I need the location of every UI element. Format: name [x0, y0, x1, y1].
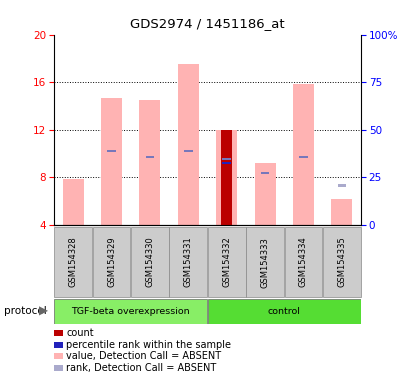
- Bar: [63, 179, 84, 225]
- FancyBboxPatch shape: [169, 227, 207, 297]
- Text: GSM154332: GSM154332: [222, 237, 231, 288]
- Bar: [338, 184, 346, 187]
- FancyBboxPatch shape: [93, 227, 130, 297]
- Bar: [101, 98, 122, 225]
- Bar: [178, 64, 199, 225]
- FancyBboxPatch shape: [285, 227, 322, 297]
- Bar: [184, 150, 193, 152]
- Text: GSM154328: GSM154328: [68, 237, 78, 288]
- Text: GSM154333: GSM154333: [261, 237, 270, 288]
- Text: protocol: protocol: [4, 306, 47, 316]
- Text: GSM154331: GSM154331: [184, 237, 193, 288]
- Text: GSM154329: GSM154329: [107, 237, 116, 287]
- Text: GDS2974 / 1451186_at: GDS2974 / 1451186_at: [130, 17, 285, 30]
- Text: ▶: ▶: [39, 305, 48, 318]
- Bar: [107, 150, 116, 152]
- FancyBboxPatch shape: [54, 299, 207, 324]
- Bar: [139, 100, 161, 225]
- Text: rank, Detection Call = ABSENT: rank, Detection Call = ABSENT: [66, 363, 217, 373]
- FancyBboxPatch shape: [131, 227, 169, 297]
- FancyBboxPatch shape: [54, 227, 92, 297]
- Bar: [254, 163, 276, 225]
- Bar: [216, 130, 237, 225]
- FancyBboxPatch shape: [208, 227, 246, 297]
- Bar: [222, 158, 231, 161]
- Text: control: control: [268, 307, 301, 316]
- FancyBboxPatch shape: [246, 227, 284, 297]
- Bar: [146, 156, 154, 158]
- Bar: [221, 130, 232, 225]
- Text: value, Detection Call = ABSENT: value, Detection Call = ABSENT: [66, 351, 222, 361]
- Text: GSM154335: GSM154335: [337, 237, 347, 288]
- Text: GSM154334: GSM154334: [299, 237, 308, 288]
- Text: count: count: [66, 328, 94, 338]
- Bar: [261, 172, 269, 174]
- Text: TGF-beta overexpression: TGF-beta overexpression: [71, 307, 190, 316]
- Bar: [299, 156, 308, 158]
- FancyBboxPatch shape: [208, 299, 361, 324]
- Bar: [331, 199, 352, 225]
- FancyBboxPatch shape: [323, 227, 361, 297]
- Bar: [222, 162, 231, 164]
- Bar: [293, 84, 314, 225]
- Text: GSM154330: GSM154330: [145, 237, 154, 288]
- Text: percentile rank within the sample: percentile rank within the sample: [66, 340, 232, 350]
